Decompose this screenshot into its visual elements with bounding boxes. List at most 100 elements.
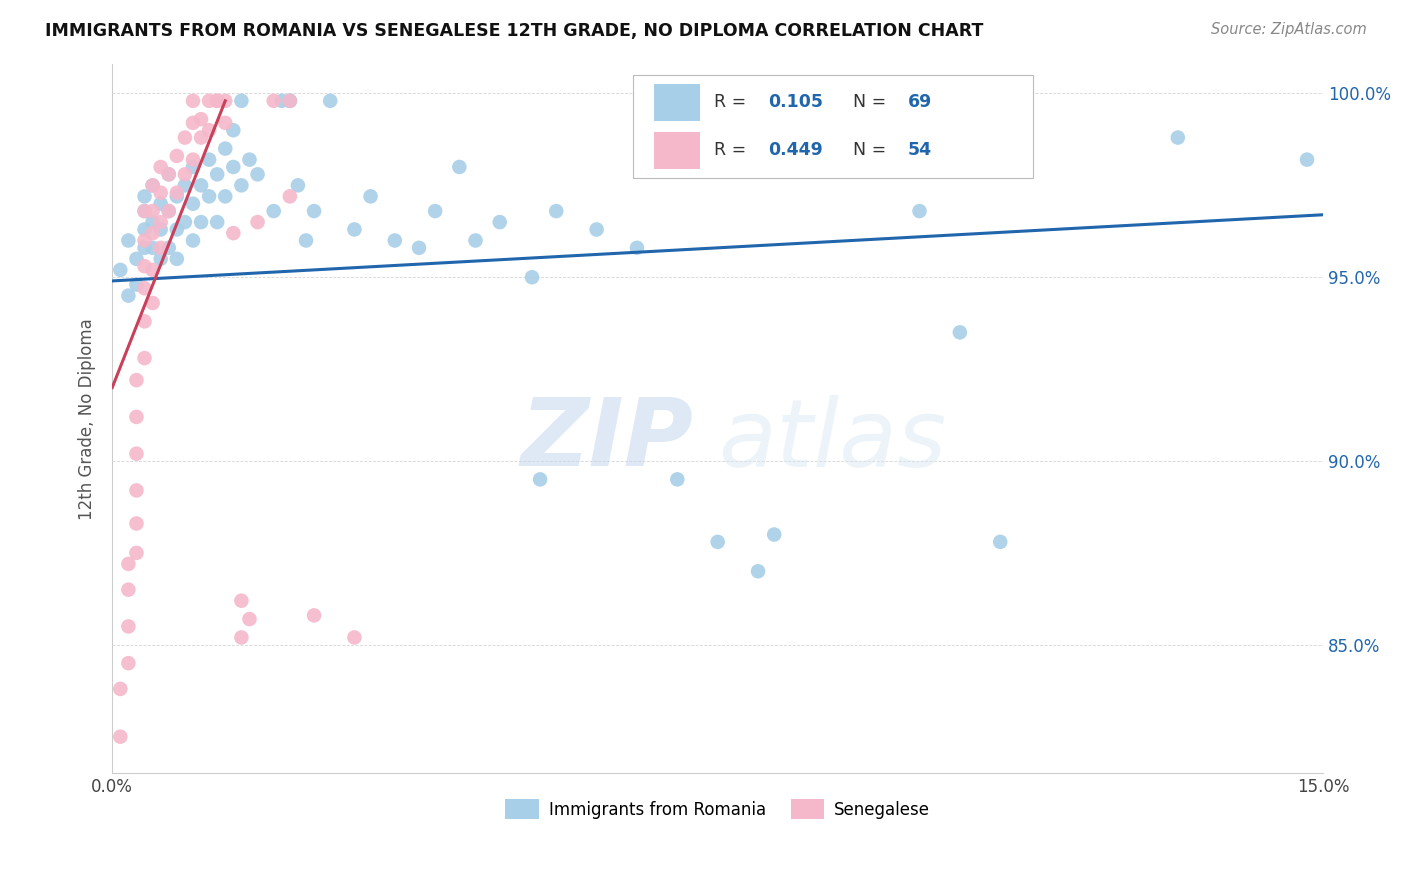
Point [117,656,139,670]
Point [231,631,253,645]
Point [205,94,228,108]
Point [142,178,165,193]
Point [166,149,188,163]
Point [125,373,148,387]
Point [181,116,204,130]
Point [238,612,260,626]
Point [142,226,165,240]
Point [134,314,156,328]
Point [157,204,180,219]
Point [384,234,406,248]
Point [134,281,156,295]
Point [174,215,197,229]
Point [149,160,172,174]
Point [134,241,156,255]
FancyBboxPatch shape [633,75,1032,178]
Point [214,189,236,203]
Point [125,252,148,266]
Point [231,593,253,607]
Point [134,204,156,219]
Point [149,252,172,266]
Point [222,226,245,240]
Point [278,189,301,203]
Point [134,189,156,203]
Point [343,631,366,645]
Text: Source: ZipAtlas.com: Source: ZipAtlas.com [1211,22,1367,37]
Point [263,94,285,108]
Point [125,516,148,531]
Point [149,186,172,200]
Point [231,94,253,108]
Point [190,112,212,127]
Point [666,472,689,486]
Point [706,534,728,549]
Point [747,564,769,578]
Point [117,619,139,633]
Point [278,94,301,108]
Point [134,259,156,273]
Point [295,234,318,248]
Point [174,178,197,193]
Point [125,409,148,424]
Point [110,681,132,696]
Point [181,234,204,248]
Point [117,582,139,597]
Point [263,204,285,219]
Point [585,222,607,236]
Point [988,534,1011,549]
Text: 69: 69 [908,93,932,112]
FancyBboxPatch shape [654,84,700,120]
Point [125,483,148,498]
Text: R =: R = [714,141,752,159]
Point [125,277,148,292]
Point [142,215,165,229]
Point [198,123,221,137]
Text: atlas: atlas [717,394,946,485]
Point [214,142,236,156]
Point [488,215,510,229]
Point [214,116,236,130]
Point [246,167,269,181]
Point [149,215,172,229]
Point [157,167,180,181]
Point [142,296,165,310]
Point [302,608,325,623]
Point [166,189,188,203]
Point [360,189,382,203]
Point [166,252,188,266]
Point [174,167,197,181]
Point [190,215,212,229]
Point [1167,130,1189,145]
Point [319,94,342,108]
Point [134,234,156,248]
Point [949,326,972,340]
Point [214,94,236,108]
Text: 0.105: 0.105 [769,93,824,112]
FancyBboxPatch shape [654,132,700,169]
Point [222,123,245,137]
Point [343,222,366,236]
Point [246,215,269,229]
Y-axis label: 12th Grade, No Diploma: 12th Grade, No Diploma [79,318,96,520]
Point [546,204,568,219]
Point [908,204,931,219]
Point [278,94,301,108]
Point [125,447,148,461]
Point [149,241,172,255]
Point [117,557,139,571]
Point [110,730,132,744]
Point [198,189,221,203]
Point [142,263,165,277]
Point [166,222,188,236]
Point [125,546,148,560]
Point [464,234,486,248]
Text: IMMIGRANTS FROM ROMANIA VS SENEGALESE 12TH GRADE, NO DIPLOMA CORRELATION CHART: IMMIGRANTS FROM ROMANIA VS SENEGALESE 12… [45,22,983,40]
Point [278,94,301,108]
Point [142,241,165,255]
Point [449,160,471,174]
Point [149,196,172,211]
Point [205,167,228,181]
Point [149,222,172,236]
Point [287,178,309,193]
Point [117,234,139,248]
